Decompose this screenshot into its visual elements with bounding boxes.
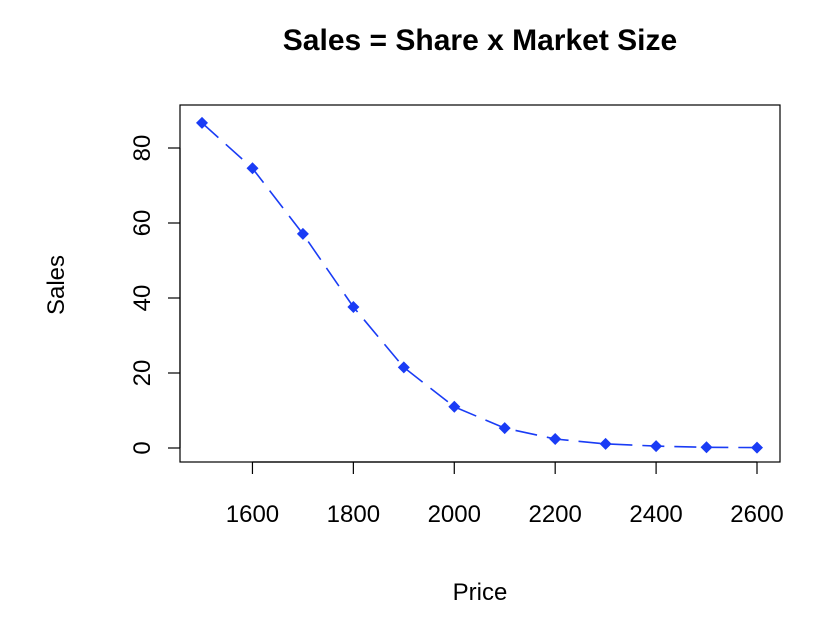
y-tick-label: 20 [129, 360, 156, 387]
x-tick-label: 1600 [226, 501, 279, 528]
data-point [347, 301, 360, 313]
x-axis-label: Price [453, 579, 508, 606]
series-group [196, 116, 763, 454]
y-axis-label: Sales [43, 255, 70, 315]
data-point [498, 422, 511, 435]
x-tick-label: 2600 [730, 501, 783, 528]
series-line [201, 122, 758, 449]
data-point [650, 440, 663, 453]
x-tick-label: 2000 [428, 501, 481, 528]
x-tick-label: 1800 [327, 501, 380, 528]
data-point [751, 441, 763, 454]
chart-title: Sales = Share x Market Size [283, 24, 677, 57]
data-point [397, 361, 410, 374]
data-point [246, 162, 259, 175]
plot-frame [179, 104, 781, 463]
y-tick-label: 0 [129, 441, 156, 454]
x-tick-label: 2200 [528, 501, 581, 528]
y-axis: 0 20 40 60 80 [129, 135, 181, 455]
y-tick-label: 40 [129, 285, 156, 312]
y-tick-label: 80 [129, 135, 156, 162]
data-point [196, 116, 208, 129]
data-point [448, 400, 461, 413]
x-tick-label: 2400 [629, 501, 682, 528]
data-point [599, 437, 612, 450]
y-tick-label: 60 [129, 210, 156, 237]
data-point [549, 433, 562, 445]
data-point [700, 441, 713, 454]
data-point [296, 227, 309, 240]
x-axis: 1600 1800 2000 2200 2400 2600 [226, 461, 784, 528]
